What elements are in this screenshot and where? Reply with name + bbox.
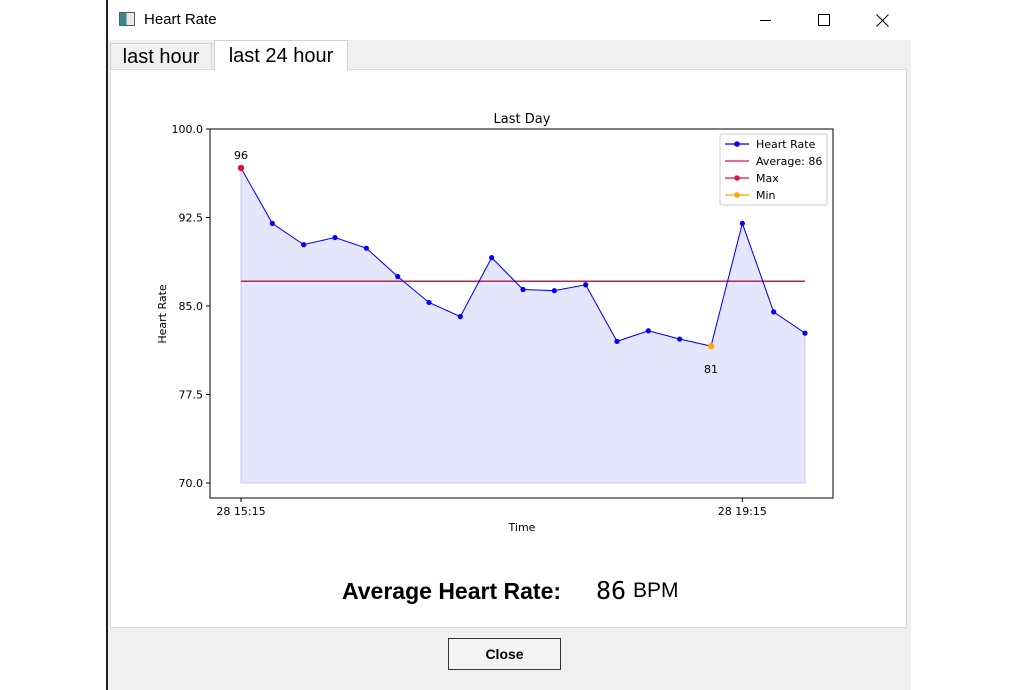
data-point [301,242,307,248]
app-window-icon [119,12,135,26]
area-fill [240,166,806,484]
plot-frame [209,128,834,499]
data-point [363,245,369,251]
max-value-label: 96 [234,149,248,162]
tab-panel: Last Day Time Heart Rate 70.0 77.5 85.0 92.… [110,69,907,628]
y-axis-label: Heart Rate [156,284,169,344]
average-label: Average Heart Rate: [342,578,562,604]
legend-marker [734,141,740,147]
close-window-button[interactable] [853,0,911,40]
data-point [457,314,463,320]
y-tick-label: 100.0 [172,123,204,136]
data-point [739,220,745,226]
data-point [426,299,432,306]
chart-title: Last Day [494,112,551,127]
legend-label: Heart Rate [756,138,816,151]
x-tick-label: 28 19:15 [718,505,767,518]
window-title: Heart Rate [144,11,217,28]
legend-label: Average: 86 [756,155,822,168]
data-point [489,255,495,261]
data-point [332,234,338,241]
legend-label: Max [756,172,779,185]
data-point [583,282,589,288]
tab-last-24-hour[interactable]: last 24 hour [214,40,348,71]
data-point [520,286,526,293]
average-summary: Average Heart Rate: 86 BPM [111,576,908,608]
legend-box [719,133,828,206]
data-point [771,309,777,315]
average-unit: BPM [633,579,679,602]
y-tick-label: 77.5 [179,389,204,402]
data-point [677,336,683,342]
maximize-icon [818,14,830,26]
data-point [551,288,557,294]
max-point [237,164,245,172]
data-point [645,328,651,334]
data-point [269,220,275,226]
min-value-label: 81 [704,363,718,376]
title-bar[interactable]: Heart Rate [108,0,911,40]
legend-marker [734,175,740,181]
data-point [802,330,808,336]
legend-label: Min [756,189,776,202]
y-tick-label: 70.0 [179,477,204,490]
close-button[interactable]: Close [448,638,561,670]
x-axis-label: Time [508,521,536,534]
heart-rate-chart: Last Day Time Heart Rate 70.0 77.5 85.0 92.… [156,112,834,534]
data-point [395,273,401,280]
min-point [707,342,715,350]
legend-marker [734,192,740,198]
y-tick-label: 85.0 [179,300,204,313]
y-tick-label: 92.5 [179,212,204,225]
tab-last-hour[interactable]: last hour [110,43,212,70]
maximize-button[interactable] [795,0,853,40]
heart-rate-window: Heart Rate last hour last 24 hour [106,0,911,690]
data-point [614,338,620,344]
average-value: 86 [596,576,627,605]
x-tick-label: 28 15:15 [216,505,265,518]
close-icon [875,13,889,27]
minimize-button[interactable] [737,0,795,40]
minimize-icon [760,20,771,21]
